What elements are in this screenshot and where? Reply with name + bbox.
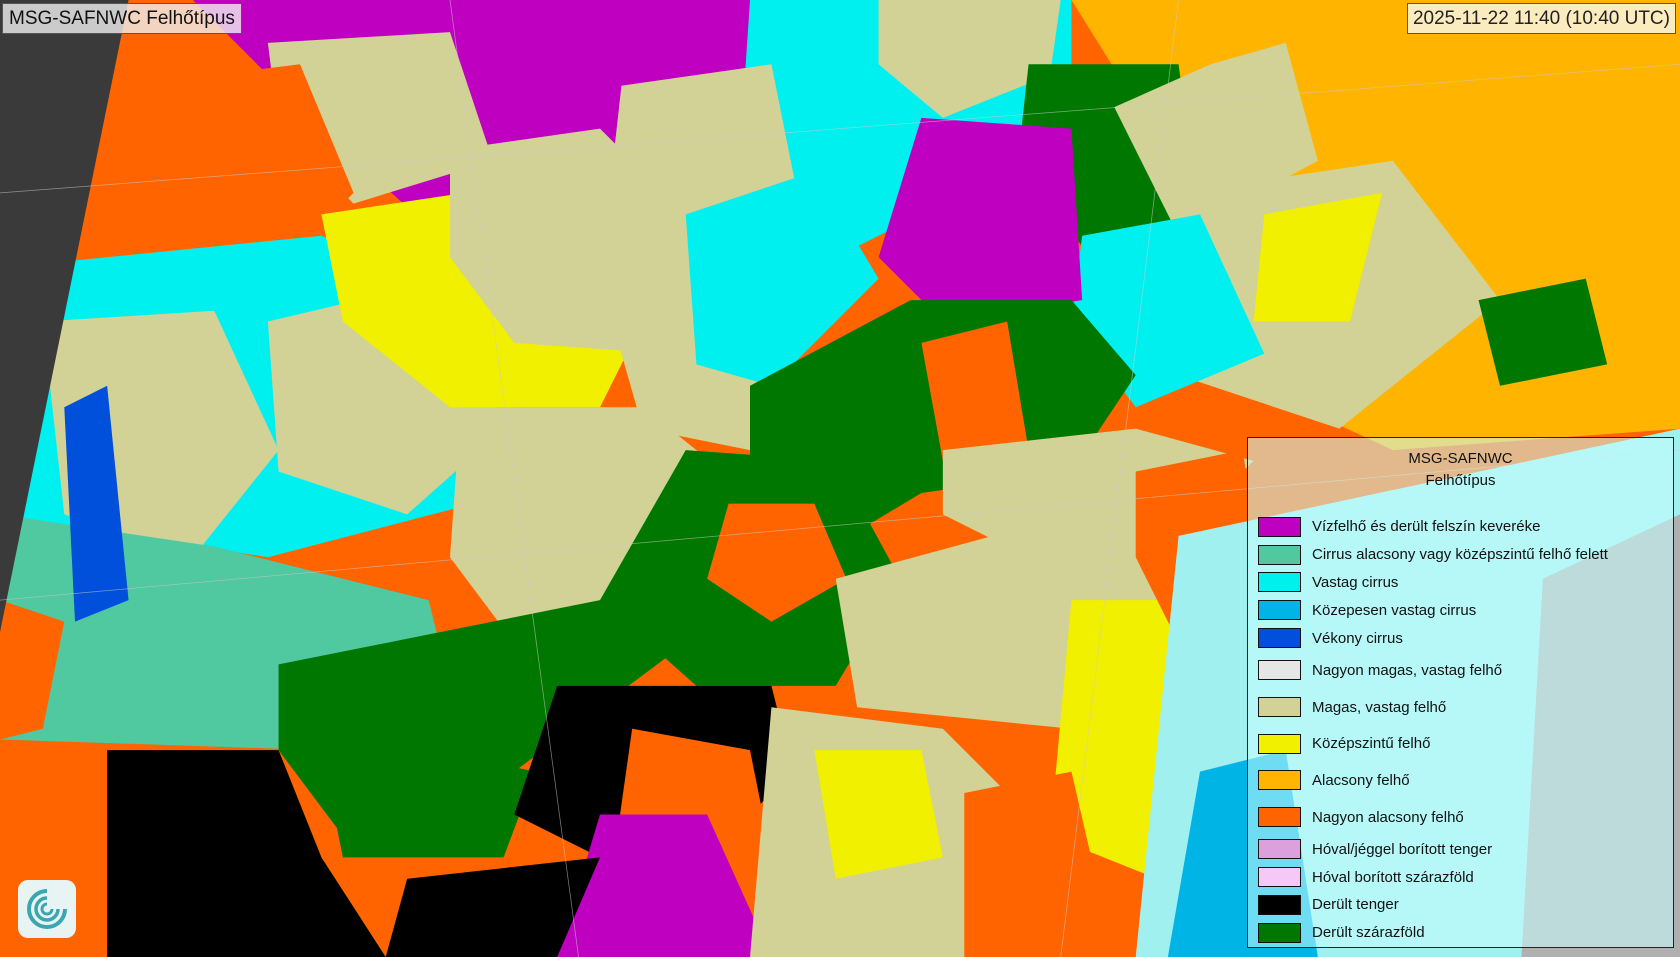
legend-label: Derült tenger [1312, 896, 1399, 914]
legend-item: Közepesen vastag cirrus [1258, 596, 1673, 624]
legend-label: Nagyon alacsony felhő [1312, 808, 1464, 826]
swirl-logo-icon [27, 889, 67, 929]
legend-swatch [1258, 839, 1301, 860]
legend-item: Nagyon magas, vastag felhő [1258, 652, 1673, 689]
legend-label: Közepesen vastag cirrus [1312, 601, 1477, 619]
legend-item: Alacsony felhő [1258, 762, 1673, 799]
legend-label: Alacsony felhő [1312, 771, 1410, 789]
legend-label: Vékony cirrus [1312, 629, 1403, 647]
legend-swatch [1258, 628, 1301, 649]
legend-item: Nagyon alacsony felhő [1258, 799, 1673, 836]
legend-label: Derült szárazföld [1312, 924, 1425, 942]
safnwc-logo [18, 880, 76, 938]
legend-item: Derült szárazföld [1258, 919, 1673, 947]
legend-swatch [1258, 922, 1301, 943]
legend-item: Cirrus alacsony vagy középszintű felhő f… [1258, 541, 1673, 569]
legend-swatch [1258, 697, 1301, 718]
legend-label: Cirrus alacsony vagy középszintű felhő f… [1312, 546, 1608, 564]
legend-swatch [1258, 600, 1301, 621]
legend-swatch [1258, 733, 1301, 754]
legend-item: Hóval/jéggel borított tenger [1258, 835, 1673, 863]
legend-items: Vízfelhő és derült felszín keveréke Cirru… [1258, 513, 1673, 947]
legend-title: MSG-SAFNWC Felhőtípus [1248, 448, 1673, 492]
legend-label: Vízfelhő és derült felszín keveréke [1312, 518, 1541, 536]
legend-item: Hóval borított szárazföld [1258, 863, 1673, 891]
legend-panel: MSG-SAFNWC Felhőtípus Vízfelhő és derült… [1247, 437, 1674, 948]
map-title: MSG-SAFNWC Felhőtípus [2, 3, 242, 34]
legend-item: Vastag cirrus [1258, 569, 1673, 597]
timestamp-label: 2025-11-22 11:40 (10:40 UTC) [1406, 3, 1676, 34]
legend-label: Vastag cirrus [1312, 573, 1399, 591]
legend-label: Magas, vastag felhő [1312, 698, 1447, 716]
legend-label: Középszintű felhő [1312, 735, 1431, 753]
legend-item: Vízfelhő és derült felszín keveréke [1258, 513, 1673, 541]
legend-swatch [1258, 572, 1301, 593]
legend-swatch [1258, 544, 1301, 565]
legend-item: Derült tenger [1258, 891, 1673, 919]
legend-swatch [1258, 660, 1301, 681]
legend-label: Hóval/jéggel borított tenger [1312, 840, 1493, 858]
legend-label: Hóval borított szárazföld [1312, 868, 1474, 886]
legend-swatch [1258, 807, 1301, 828]
legend-swatch [1258, 867, 1301, 888]
legend-item: Magas, vastag felhő [1258, 689, 1673, 726]
legend-swatch [1258, 516, 1301, 537]
legend-title-line1: MSG-SAFNWC [1408, 450, 1513, 467]
legend-title-line2: Felhőtípus [1425, 472, 1496, 489]
legend-item: Vékony cirrus [1258, 624, 1673, 652]
legend-swatch [1258, 770, 1301, 791]
legend-label: Nagyon magas, vastag felhő [1312, 661, 1503, 679]
legend-item: Középszintű felhő [1258, 725, 1673, 762]
legend-swatch [1258, 894, 1301, 915]
